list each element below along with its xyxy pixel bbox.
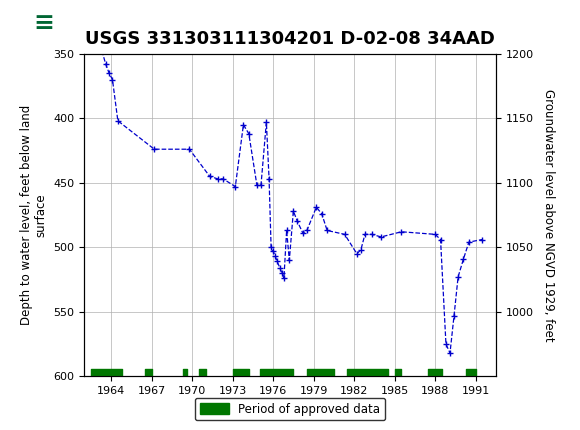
Text: ≡: ≡ <box>33 11 54 34</box>
Title: USGS 331303111304201 D-02-08 34AAD: USGS 331303111304201 D-02-08 34AAD <box>85 30 495 48</box>
Bar <box>6 3 81 42</box>
Text: USGS: USGS <box>104 14 160 31</box>
Y-axis label: Groundwater level above NGVD 1929, feet: Groundwater level above NGVD 1929, feet <box>542 89 555 341</box>
Y-axis label: Depth to water level, feet below land
surface: Depth to water level, feet below land su… <box>20 105 48 325</box>
Legend: Period of approved data: Period of approved data <box>195 398 385 421</box>
